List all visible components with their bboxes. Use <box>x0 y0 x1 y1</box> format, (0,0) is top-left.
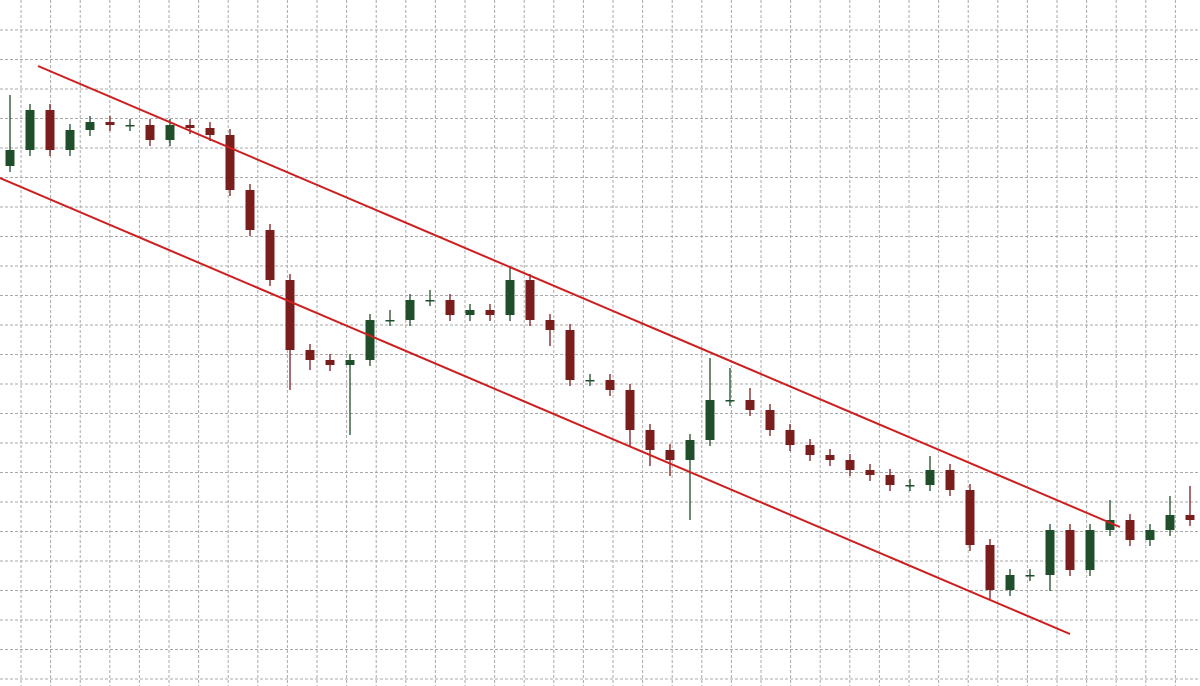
candle-body <box>305 350 315 360</box>
candle-body <box>1125 520 1135 540</box>
candle-body <box>1005 575 1015 590</box>
candle-body <box>685 440 695 460</box>
candle-body <box>245 190 255 230</box>
candle-body <box>525 280 535 320</box>
candle-body <box>125 125 135 127</box>
candle-body <box>425 300 435 302</box>
candle-body <box>145 125 155 140</box>
candle-body <box>765 410 775 430</box>
candle-body <box>785 430 795 445</box>
candle-body <box>185 125 195 128</box>
candle-body <box>1105 520 1115 530</box>
candle-body <box>565 330 575 380</box>
candle-body <box>605 380 615 390</box>
candle-body <box>885 475 895 485</box>
candle-body <box>345 360 355 365</box>
candle-body <box>1185 515 1195 520</box>
candle-body <box>45 110 55 150</box>
candle-body <box>1145 530 1155 540</box>
candle-body <box>1085 530 1095 570</box>
candle-body <box>165 125 175 140</box>
candle-body <box>725 400 735 402</box>
candle-body <box>705 400 715 440</box>
candle-body <box>645 430 655 450</box>
candle-body <box>545 320 555 330</box>
channel-lines <box>0 65 1121 635</box>
candle-body <box>1045 530 1055 575</box>
candle-body <box>285 280 295 350</box>
candle-body <box>845 460 855 470</box>
candle-body <box>25 110 35 150</box>
candle-body <box>585 380 595 382</box>
candle-body <box>365 320 375 360</box>
candle-body <box>1165 515 1175 530</box>
candle-body <box>905 485 915 487</box>
candle-body <box>945 470 955 490</box>
candle-body <box>465 310 475 315</box>
candle-body <box>445 300 455 315</box>
candle-body <box>205 128 215 135</box>
candles <box>5 95 1195 600</box>
channel-line <box>37 65 1121 528</box>
candle-body <box>1065 530 1075 570</box>
candle-body <box>865 470 875 475</box>
candle-body <box>745 400 755 410</box>
candle-body <box>225 135 235 190</box>
candle-body <box>1025 575 1035 577</box>
candle-body <box>385 320 395 322</box>
candle-body <box>105 122 115 125</box>
candle-body <box>85 122 95 130</box>
candle-body <box>485 310 495 315</box>
candle-body <box>925 470 935 485</box>
candle-body <box>265 230 275 280</box>
candle-body <box>805 445 815 455</box>
candle-body <box>505 280 515 315</box>
candle-body <box>625 390 635 430</box>
candle-body <box>825 455 835 460</box>
candle-body <box>985 545 995 590</box>
candle-body <box>325 360 335 365</box>
channel-line <box>0 177 1071 635</box>
candle-body <box>965 490 975 545</box>
candle-body <box>405 300 415 320</box>
candle-body <box>5 150 15 166</box>
candle-body <box>665 450 675 460</box>
candle-body <box>65 130 75 150</box>
